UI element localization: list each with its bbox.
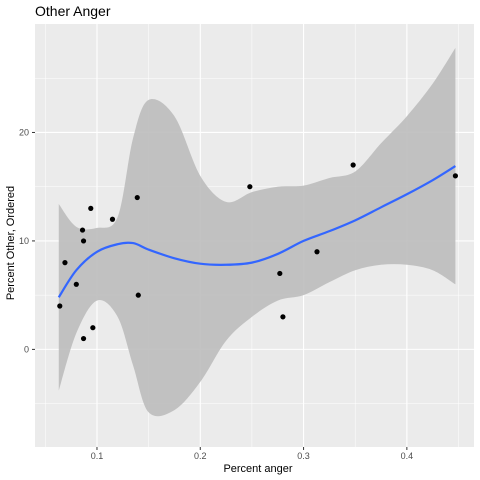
x-axis-title: Percent anger [223,463,292,475]
data-point [80,238,87,244]
confidence-ribbon [58,47,456,417]
chart-title: Other Anger [35,3,111,19]
data-point [314,249,320,255]
smooth-fit-line [57,165,456,298]
data-point [80,335,87,342]
y-tick-label: 20 [19,127,29,137]
data-point [90,325,96,331]
data-point [62,260,68,266]
data-point [135,292,141,298]
data-points [57,162,459,342]
y-tick-label: 10 [19,236,29,246]
data-point [79,227,86,233]
data-point [247,184,253,190]
y-axis-title: Percent Other, Ordered [5,186,17,300]
data-point [109,216,116,222]
x-tick-label: 0.1 [91,451,104,461]
x-tick-label: 0.4 [401,451,414,461]
data-point [350,162,356,168]
x-tick-label: 0.3 [297,451,310,461]
data-point [73,281,79,287]
data-point [88,205,94,211]
data-point [280,314,286,320]
x-tick-label: 0.2 [194,451,207,461]
data-point [57,303,63,309]
x-tick-labels: 0.1 0.2 0.3 0.4 [91,451,413,461]
data-point [277,270,283,277]
axis-ticks [32,131,408,450]
data-point [452,173,459,179]
y-tick-labels: 0 10 20 [19,127,29,354]
y-tick-label: 0 [24,344,29,354]
data-point [134,194,140,201]
